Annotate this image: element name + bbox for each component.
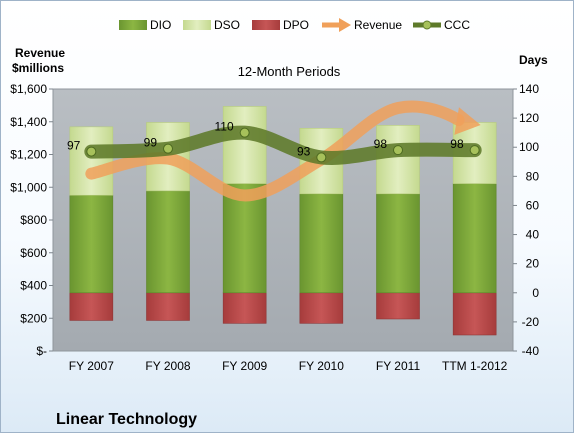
ccc-data-label: 93 [297,144,311,158]
left-tick-label: $1,400 [10,115,47,129]
legend-label-ccc: CCC [444,18,470,32]
right-tick-label: 120 [519,111,539,125]
x-category-label: TTM 1-2012 [442,359,508,373]
ccc-marker [86,146,97,157]
legend-label-revenue: Revenue [354,18,402,32]
bar-dpo [222,292,267,324]
x-category-label: FY 2010 [299,359,344,373]
right-tick-label: 40 [526,228,540,242]
legend-label-dio: DIO [150,18,171,32]
ccc-data-label: 97 [67,139,81,153]
legend-swatch-revenue [322,18,351,32]
bar-dpo [299,292,344,324]
left-tick-label: $- [36,344,47,358]
legend-label-dso: DSO [214,18,240,32]
ccc-layer: 97 99 110 93 98 98 [67,120,482,165]
ccc-marker [393,145,403,156]
right-axis: -40 -20 0 20 40 60 80 100 120 140 [513,82,539,358]
right-tick-label: -40 [522,344,540,358]
legend-swatch-dio [119,20,147,30]
bar-dpo [452,292,497,336]
x-category-label: FY 2008 [145,359,190,373]
bar-dio [69,194,114,294]
right-tick-label: 140 [519,82,539,96]
legend: DIO DSO DPO Revenue CCC [119,18,470,32]
left-axis-title-line1: Revenue [15,46,65,60]
bar-dso [222,106,267,184]
revenue-line [85,100,465,202]
company-name: Linear Technology [56,411,197,428]
legend-swatch-dso [183,20,211,30]
right-axis-title: Days [519,53,548,67]
left-tick-label: $200 [20,311,47,325]
bar-dio [222,183,267,294]
legend-swatch-ccc [413,20,441,30]
left-tick-label: $1,200 [10,148,47,162]
right-tick-label: 100 [519,140,539,154]
revenue-layer [85,100,481,202]
x-category-label: FY 2009 [222,359,267,373]
ccc-marker [469,145,480,156]
x-category-label: FY 2007 [69,359,114,373]
revenue-arrowhead [454,107,481,135]
legend-swatch-dpo [252,20,280,30]
bar-dso [376,125,420,195]
ccc-line [84,125,482,165]
ccc-data-label: 98 [374,137,388,151]
ccc-marker [239,127,250,138]
plot-area [52,88,514,352]
right-tick-label: 80 [526,169,540,183]
right-tick-label: 20 [526,257,540,271]
bar-dio [299,193,344,294]
bar-dio [376,193,420,294]
ccc-marker [316,152,327,163]
left-axis: $- $200 $400 $600 $800 $1,000 $1,200 $1,400 $1,6… [10,82,53,358]
bar-dio [452,183,497,294]
bar-dpo [376,292,420,320]
bar-dio [146,190,190,294]
right-tick-label: 60 [526,198,540,212]
ccc-data-label: 110 [215,120,234,134]
left-tick-label: $1,600 [10,82,47,96]
left-tick-label: $400 [20,279,47,293]
ccc-data-label: 99 [144,136,158,150]
left-tick-label: $1,000 [10,180,47,194]
right-tick-label: 0 [532,286,539,300]
bar-dso [69,126,114,196]
left-tick-label: $800 [20,213,47,227]
bar-dpo [69,292,114,321]
x-category-label: FY 2011 [376,359,421,373]
bar-dpo [146,292,190,321]
legend-label-dpo: DPO [283,18,309,32]
left-axis-title-line2: $millions [12,61,64,75]
ccc-marker [163,143,173,154]
chart-subtitle: 12-Month Periods [238,64,341,79]
ccc-data-label: 98 [450,137,464,151]
x-axis: FY 2007 FY 2008 FY 2009 FY 2010 FY 2011 TTM 1… [69,359,508,373]
left-tick-label: $600 [20,246,47,260]
right-tick-label: -20 [522,315,540,329]
